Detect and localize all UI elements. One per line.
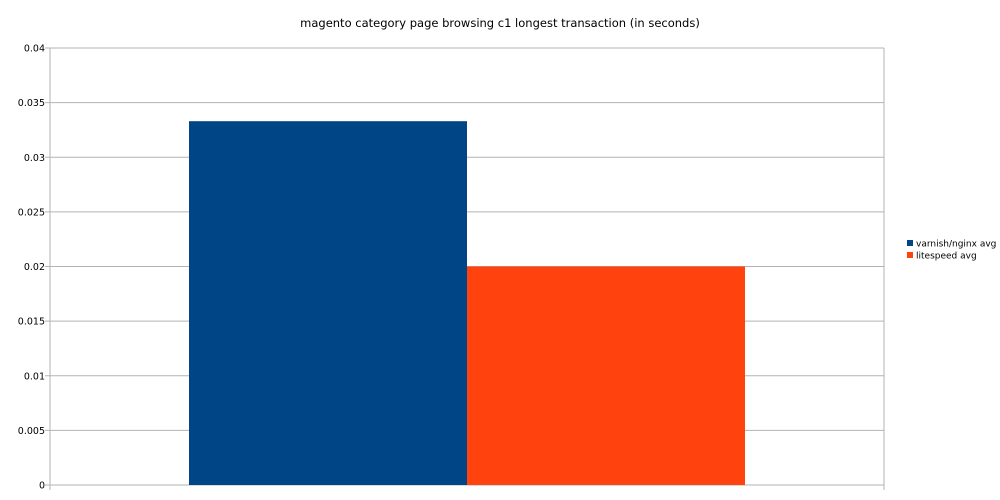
y-tick-label: 0.01 — [24, 371, 45, 382]
axis-layer: 0 0.005 0.01 0.015 0.02 0.025 0.03 0.035 0.04 — [18, 44, 885, 492]
y-tick-label: 0.035 — [18, 98, 45, 109]
bar-varnish-nginx — [189, 121, 467, 485]
y-tick-label: 0.025 — [18, 207, 45, 218]
legend-label: varnish/nginx avg — [916, 240, 996, 250]
y-tick-label: 0.04 — [24, 44, 45, 55]
legend: varnish/nginx avg litespeed avg — [907, 240, 996, 262]
legend-swatch — [907, 240, 913, 246]
legend-swatch — [907, 252, 913, 258]
y-tick-label: 0.03 — [24, 153, 45, 164]
bar-litespeed — [467, 266, 745, 485]
bar-layer — [189, 121, 745, 485]
y-tick-label: 0.02 — [24, 262, 45, 273]
chart-title: magento category page browsing c1 longes… — [300, 16, 700, 30]
y-tick-label: 0.015 — [18, 317, 45, 328]
y-tick-label: 0.005 — [18, 426, 45, 437]
y-tick-label: 0 — [39, 481, 45, 492]
legend-label: litespeed avg — [916, 252, 977, 262]
